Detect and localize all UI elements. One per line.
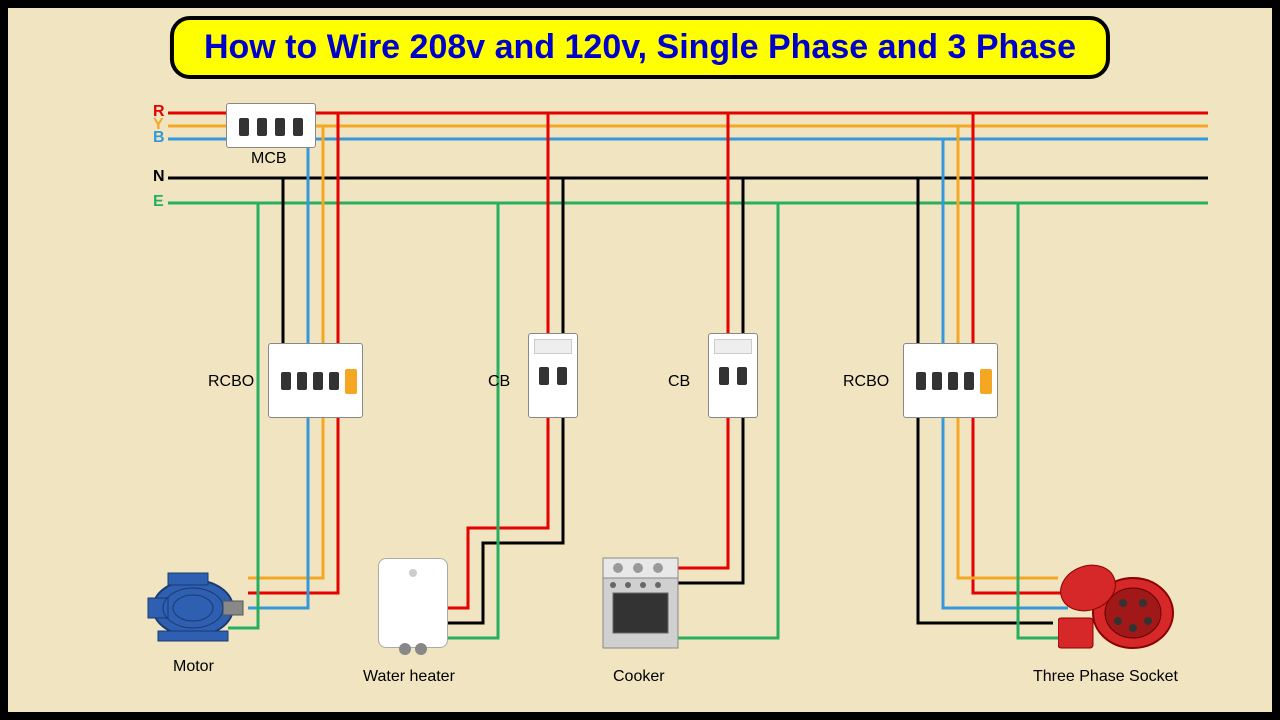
label-e: E <box>153 193 164 211</box>
cooker-device <box>598 553 683 653</box>
cb1-label: CB <box>488 373 510 391</box>
rcbo1-label: RCBO <box>208 373 254 391</box>
cooker-label: Cooker <box>613 668 665 686</box>
rcbo1-breaker <box>268 343 363 418</box>
three-phase-socket-device <box>1058 563 1178 653</box>
cb2-breaker <box>708 333 758 418</box>
cb2-label: CB <box>668 373 690 391</box>
label-b: B <box>153 129 165 147</box>
mcb-breaker <box>226 103 316 148</box>
rcbo2-label: RCBO <box>843 373 889 391</box>
mcb-label: MCB <box>251 150 287 168</box>
socket-label: Three Phase Socket <box>1033 668 1178 686</box>
water-heater-device <box>378 558 448 648</box>
cb1-breaker <box>528 333 578 418</box>
rcbo2-breaker <box>903 343 998 418</box>
label-n: N <box>153 168 165 186</box>
heater-label: Water heater <box>363 668 455 686</box>
motor-label: Motor <box>173 658 214 676</box>
motor-device <box>138 563 248 643</box>
